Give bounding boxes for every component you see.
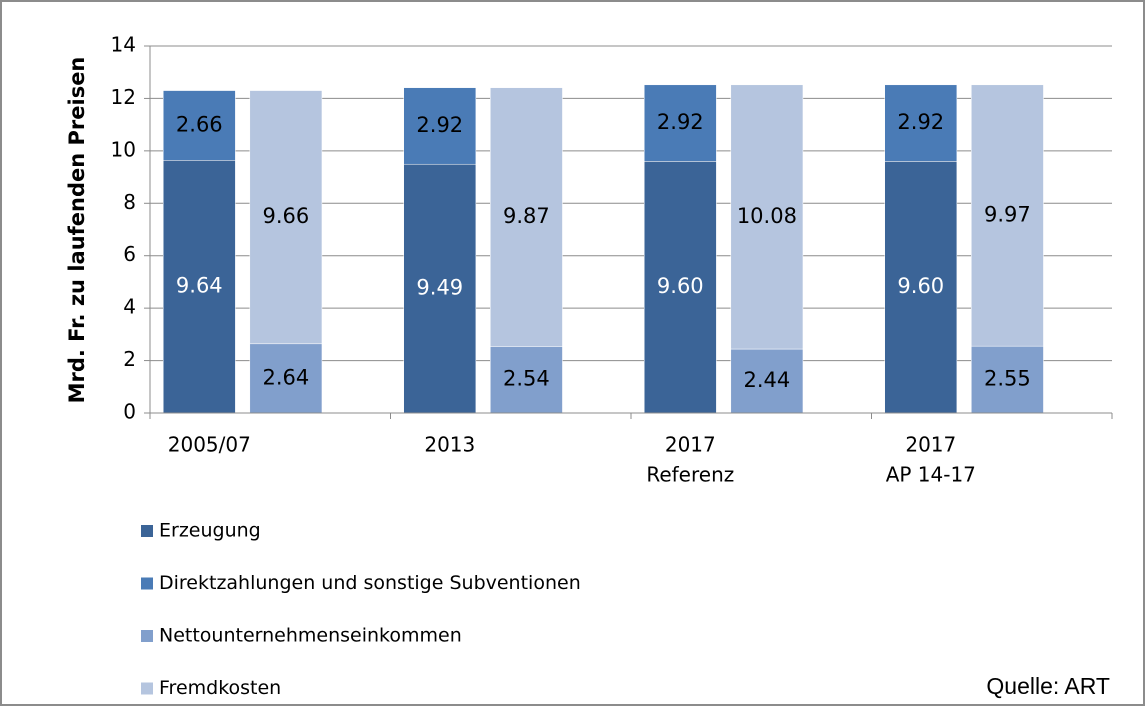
legend-label: Nettounternehmenseinkommen — [159, 625, 462, 647]
bar-segment — [730, 84, 804, 350]
y-tick-label: 14 — [111, 33, 136, 57]
value-label: 9.66 — [262, 204, 309, 228]
x-tick-label: 2017 — [665, 433, 716, 457]
legend-label: Direktzahlungen und sonstige Subventione… — [159, 572, 581, 594]
value-label: 2.92 — [657, 110, 704, 134]
value-label: 9.60 — [657, 274, 704, 298]
value-label: 2.44 — [743, 368, 790, 392]
value-label: 9.64 — [176, 274, 223, 298]
value-label: 9.87 — [503, 204, 550, 228]
x-tick-label: AP 14-17 — [886, 463, 976, 487]
y-tick-label: 2 — [123, 347, 136, 371]
value-label: 2.92 — [416, 113, 463, 137]
legend-swatch — [141, 525, 153, 537]
x-tick-label: 2013 — [424, 433, 475, 457]
bar-segment — [249, 90, 323, 345]
value-label: 2.92 — [897, 110, 944, 134]
bar-segment — [403, 87, 477, 165]
value-label: 9.49 — [416, 276, 463, 300]
value-label: 2.54 — [503, 367, 550, 391]
bar-segment — [730, 348, 804, 414]
legend-label: Fremdkosten — [159, 677, 281, 699]
y-tick-label: 8 — [123, 190, 136, 214]
y-axis-label: Mrd. Fr. zu laufenden Preisen — [65, 57, 89, 404]
y-tick-label: 12 — [111, 85, 136, 109]
x-tick-label: Referenz — [646, 463, 734, 487]
x-tick-label: 2017 — [905, 433, 956, 457]
bar-segment — [490, 346, 563, 414]
annotation: Quelle: ART — [986, 673, 1110, 699]
y-tick-label: 6 — [123, 242, 136, 266]
bar-segment — [162, 90, 236, 161]
y-tick-label: 10 — [111, 137, 136, 161]
legend-label: Erzeugung — [159, 520, 261, 542]
bar-segment — [643, 161, 717, 414]
value-label: 2.66 — [176, 112, 223, 136]
bar-segment — [971, 345, 1044, 414]
x-tick-label: 2005/07 — [168, 433, 251, 457]
bar-segment — [884, 161, 958, 414]
bar-segment — [884, 84, 958, 162]
bar-segment — [643, 84, 717, 162]
legend-swatch — [141, 577, 153, 590]
legend-swatch — [141, 682, 153, 695]
value-label: 9.60 — [897, 274, 944, 298]
bar-segment — [971, 84, 1044, 347]
bar-segment — [490, 87, 563, 347]
value-label: 10.08 — [737, 204, 797, 228]
legend-swatch — [141, 630, 153, 642]
value-label: 2.55 — [984, 367, 1031, 391]
bar-segment — [249, 343, 323, 414]
y-tick-label: 0 — [123, 400, 136, 424]
value-label: 9.97 — [984, 202, 1031, 226]
value-label: 2.64 — [262, 365, 309, 389]
bar-segment — [162, 160, 236, 414]
y-tick-label: 4 — [123, 295, 136, 319]
